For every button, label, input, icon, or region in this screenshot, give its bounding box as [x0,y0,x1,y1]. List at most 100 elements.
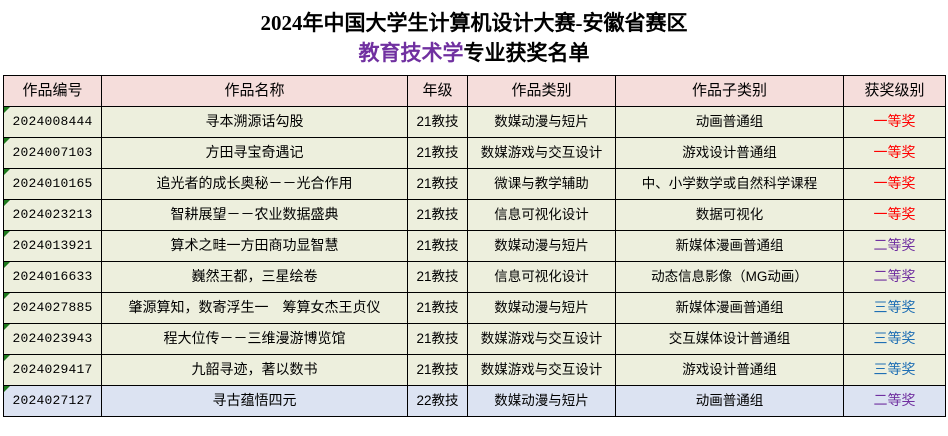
cell-grade: 21教技 [407,199,468,231]
cell-subcategory: 动画普通组 [615,106,844,138]
cell-grade: 21教技 [407,106,468,138]
page-title-line1: 2024年中国大学生计算机设计大赛-安徽省赛区 [260,11,688,35]
cell-grade: 21教技 [407,137,468,169]
cell-category: 数媒游戏与交互设计 [467,137,616,169]
cell-category: 数媒动漫与短片 [467,292,616,324]
cell-id: 2024023213 [3,199,102,231]
column-header-grade: 年级 [407,75,468,107]
cell-id-text: 2024027885 [12,299,93,315]
cell-name: 九韶寻迹，著以数书 [101,354,408,386]
table-row: 2024007103 方田寻宝奇遇记 21教技 数媒游戏与交互设计 游戏设计普通组 一等奖 [3,137,946,169]
cell-id-text: 2024013921 [12,237,93,253]
cell-grade: 21教技 [407,292,468,324]
cell-subcategory: 数据可视化 [615,199,844,231]
cell-id: 2024013921 [3,230,102,262]
cell-category: 数媒动漫与短片 [467,385,616,417]
cell-name: 肇源算知，数寄浮生一 筹算女杰王贞仪 [101,292,408,324]
page-title-suffix: 专业获奖名单 [463,41,590,65]
cell-award-level: 三等奖 [843,323,946,355]
cell-id-text: 2024010165 [12,175,93,191]
table-row: 2024027127 寻古蕴悟四元 22教技 数媒动漫与短片 动画普通组 二等奖 [3,385,946,417]
cell-id: 2024008444 [3,106,102,138]
cell-award-level: 二等奖 [843,261,946,293]
cell-grade: 22教技 [407,385,468,417]
cell-grade: 21教技 [407,323,468,355]
cell-name: 巍然王都，三星绘卷 [101,261,408,293]
cell-category: 信息可视化设计 [467,199,616,231]
cell-subcategory: 新媒体漫画普通组 [615,230,844,262]
cell-subcategory: 动画普通组 [615,385,844,417]
cell-subcategory: 中、小学数学或自然科学课程 [615,168,844,200]
table-row: 2024023943 程大位传－－三维漫游博览馆 21教技 数媒游戏与交互设计 交互媒体… [3,323,946,355]
cell-category: 数媒动漫与短片 [467,230,616,262]
cell-id-text: 2024023943 [12,330,93,346]
cell-id-text: 2024027127 [12,392,93,408]
cell-error-flag-icon [4,169,10,175]
cell-award-level: 一等奖 [843,106,946,138]
page-title-major: 教育技术学 [358,41,464,65]
cell-subcategory: 游戏设计普通组 [615,354,844,386]
cell-id-text: 2024023213 [12,206,93,222]
cell-id: 2024007103 [3,137,102,169]
cell-category: 数媒游戏与交互设计 [467,354,616,386]
cell-id: 2024027885 [3,292,102,324]
title-block: 2024年中国大学生计算机设计大赛-安徽省赛区 教育技术学专业获奖名单 [0,0,948,68]
cell-error-flag-icon [4,231,10,237]
cell-error-flag-icon [4,386,10,392]
cell-name: 追光者的成长奥秘－－光合作用 [101,168,408,200]
cell-category: 微课与教学辅助 [467,168,616,200]
table-row: 2024027885 肇源算知，数寄浮生一 筹算女杰王贞仪 21教技 数媒动漫与短片新… [3,292,946,324]
cell-error-flag-icon [4,107,10,113]
cell-error-flag-icon [4,355,10,361]
award-table: 作品编号 作品名称 年级 作品类别 作品子类别 获奖级别 2024008444 寻… [3,75,946,417]
cell-category: 数媒游戏与交互设计 [467,323,616,355]
cell-grade: 21教技 [407,261,468,293]
cell-award-level: 三等奖 [843,354,946,386]
column-header-level: 获奖级别 [843,75,946,107]
cell-id: 2024029417 [3,354,102,386]
cell-grade: 21教技 [407,168,468,200]
cell-award-level: 一等奖 [843,199,946,231]
cell-error-flag-icon [4,324,10,330]
cell-id: 2024027127 [3,385,102,417]
cell-name: 程大位传－－三维漫游博览馆 [101,323,408,355]
cell-id: 2024016633 [3,261,102,293]
cell-subcategory: 动态信息影像（MG动画） [615,261,844,293]
cell-award-level: 二等奖 [843,230,946,262]
table-row: 2024008444 寻本溯源话勾股 21教技 数媒动漫与短片 动画普通组 一等奖 [3,106,946,138]
cell-name: 方田寻宝奇遇记 [101,137,408,169]
header-row: 作品编号 作品名称 年级 作品类别 作品子类别 获奖级别 [3,75,946,107]
cell-id-text: 2024016633 [12,268,93,284]
cell-id-text: 2024029417 [12,361,93,377]
cell-award-level: 一等奖 [843,137,946,169]
table-header: 作品编号 作品名称 年级 作品类别 作品子类别 获奖级别 [3,75,946,107]
column-header-category: 作品类别 [467,75,616,107]
cell-name: 算术之畦一方田商功显智慧 [101,230,408,262]
page-title-line2: 教育技术学专业获奖名单 [0,38,948,68]
cell-error-flag-icon [4,138,10,144]
column-header-subcategory: 作品子类别 [615,75,844,107]
cell-award-level: 一等奖 [843,168,946,200]
column-header-name: 作品名称 [101,75,408,107]
cell-error-flag-icon [4,262,10,268]
table-row: 2024013921 算术之畦一方田商功显智慧 21教技 数媒动漫与短片 新媒体漫画普通… [3,230,946,262]
cell-grade: 21教技 [407,230,468,262]
cell-name: 寻本溯源话勾股 [101,106,408,138]
table-body: 2024008444 寻本溯源话勾股 21教技 数媒动漫与短片 动画普通组 一等奖 2024… [3,106,946,417]
table-row: 2024010165 追光者的成长奥秘－－光合作用 21教技 微课与教学辅助 中、小学数… [3,168,946,200]
cell-category: 信息可视化设计 [467,261,616,293]
table-row: 2024016633 巍然王都，三星绘卷 21教技 信息可视化设计 动态信息影像（MG动… [3,261,946,293]
cell-name: 智耕展望－－农业数据盛典 [101,199,408,231]
cell-award-level: 三等奖 [843,292,946,324]
cell-error-flag-icon [4,200,10,206]
table-row: 2024029417 九韶寻迹，著以数书 21教技 数媒游戏与交互设计 游戏设计普通组三… [3,354,946,386]
cell-name: 寻古蕴悟四元 [101,385,408,417]
cell-category: 数媒动漫与短片 [467,106,616,138]
cell-grade: 21教技 [407,354,468,386]
column-header-id: 作品编号 [3,75,102,107]
cell-award-level: 二等奖 [843,385,946,417]
table-row: 2024023213 智耕展望－－农业数据盛典 21教技 信息可视化设计 数据可视化 一等… [3,199,946,231]
cell-error-flag-icon [4,293,10,299]
cell-id: 2024010165 [3,168,102,200]
